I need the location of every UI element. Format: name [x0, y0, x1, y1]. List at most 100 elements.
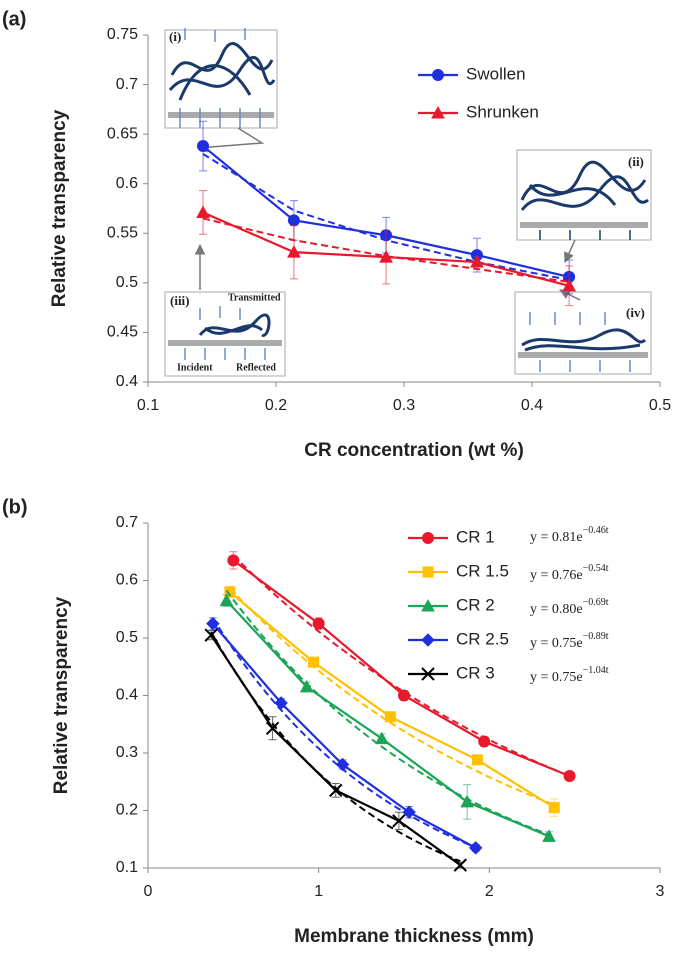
marker — [287, 245, 301, 258]
marker — [402, 805, 416, 819]
inset-iii: (iii) Transmitted Incident Reflected — [164, 291, 286, 377]
equation-base: y = 0.75e — [530, 636, 583, 651]
marker — [453, 858, 468, 872]
marker — [329, 783, 343, 798]
marker — [468, 841, 483, 855]
y-tick-label: 0.2 — [116, 802, 138, 819]
equation-base: y = 0.81e — [530, 530, 583, 545]
inset-ii: (ii) — [516, 149, 652, 241]
x-tick-label: 1 — [314, 883, 323, 900]
x-tick-label: 0.1 — [137, 397, 159, 414]
inset-text: Reflected — [236, 362, 276, 373]
x-tick-label: 0 — [144, 883, 153, 900]
legend-marker — [422, 532, 434, 544]
legend-label: CR 3 — [456, 663, 495, 682]
y-tick-label: 0.4 — [116, 373, 138, 390]
marker — [227, 554, 240, 567]
fit-curve — [212, 617, 477, 849]
marker — [563, 770, 576, 782]
legend-label: CR 2.5 — [456, 629, 509, 648]
y-tick-label: 0.65 — [107, 125, 138, 142]
marker — [312, 617, 325, 630]
y-tick-label: 0.7 — [116, 514, 138, 531]
equation-exponent: −0.46t — [583, 525, 609, 536]
equation-base: y = 0.76e — [530, 568, 583, 583]
marker — [196, 205, 210, 218]
marker — [398, 689, 410, 702]
equation: y = 0.75e−1.04t — [530, 665, 609, 685]
legend-marker — [421, 633, 435, 647]
marker — [335, 757, 350, 772]
fit-curve — [225, 590, 550, 836]
marker — [274, 696, 288, 710]
marker — [392, 814, 406, 828]
inset-label: (ii) — [628, 154, 644, 169]
marker — [219, 593, 234, 607]
inset-i: (i) — [164, 28, 278, 129]
legend-marker — [432, 69, 444, 81]
inset-label: (iv) — [626, 305, 645, 320]
inset-label: (i) — [169, 29, 181, 44]
x-tick-label: 2 — [485, 883, 494, 900]
marker — [374, 731, 389, 745]
marker — [548, 802, 560, 814]
y-tick-label: 0.55 — [107, 225, 138, 242]
legend-label: CR 1.5 — [456, 561, 509, 580]
x-tick-label: 0.5 — [649, 397, 671, 414]
equation: y = 0.75e−0.89t — [530, 631, 609, 651]
equation-exponent: −1.04t — [583, 665, 609, 676]
equation: y = 0.76e−0.54t — [530, 563, 609, 583]
series-line — [232, 559, 570, 778]
legend-label: Swollen — [466, 64, 526, 83]
arrow — [196, 127, 265, 153]
y-tick-label: 0.6 — [116, 572, 138, 589]
fit-curve — [232, 554, 570, 777]
x-axis-title: CR concentration (wt %) — [304, 440, 524, 461]
legend-label: Shrunken — [466, 102, 539, 121]
x-axis-title: Membrane thickness (mm) — [294, 926, 534, 947]
y-tick-label: 0.5 — [116, 274, 138, 291]
marker — [478, 735, 491, 748]
inset-iv: (iv) — [514, 291, 652, 375]
y-tick-label: 0.75 — [107, 26, 138, 43]
marker — [470, 254, 484, 268]
marker — [204, 628, 218, 642]
arrow — [559, 289, 581, 301]
equation-exponent: −0.54t — [583, 563, 609, 574]
panel-label: (a) — [2, 8, 26, 30]
marker — [562, 278, 576, 292]
legend-marker — [421, 598, 435, 612]
x-tick-label: 0.4 — [521, 397, 543, 414]
marker — [299, 679, 314, 693]
equation: y = 0.80e−0.69t — [530, 597, 609, 617]
marker — [460, 794, 474, 808]
y-axis-title: Relative transparency — [49, 109, 70, 307]
equation: y = 0.81e−0.46t — [530, 525, 609, 545]
legend-marker — [422, 566, 434, 578]
fit-line — [202, 217, 570, 283]
insets: (i) (ii) (iii) Transmitted Incident Refl… — [164, 28, 652, 377]
series-line — [212, 622, 477, 849]
x-tick-label: 3 — [656, 883, 665, 900]
panel-label: (b) — [2, 496, 28, 518]
legend-marker — [431, 105, 445, 119]
marker — [197, 140, 210, 153]
marker — [471, 754, 483, 766]
marker — [379, 250, 393, 263]
arrow — [564, 239, 576, 263]
y-tick-label: 0.4 — [116, 687, 138, 704]
y-axis-title: Relative transparency — [51, 596, 72, 794]
equation-base: y = 0.80e — [530, 602, 583, 617]
y-tick-label: 0.3 — [116, 744, 138, 761]
legend-label: CR 1 — [456, 527, 495, 546]
inset-label: (iii) — [170, 293, 190, 308]
y-tick-label: 0.1 — [116, 859, 138, 876]
y-tick-label: 0.7 — [116, 76, 138, 93]
marker — [265, 721, 280, 735]
legend-marker — [421, 667, 435, 681]
marker — [384, 711, 396, 723]
equation-exponent: −0.89t — [583, 631, 609, 642]
marker — [308, 656, 320, 668]
inset-text: Transmitted — [228, 292, 281, 303]
